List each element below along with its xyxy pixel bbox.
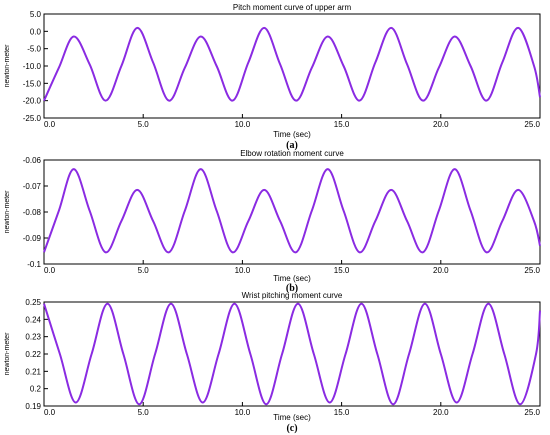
panel-c-x-tick-label: 5.0 xyxy=(138,408,150,417)
panel-b-x-tick-label: 0.0 xyxy=(44,266,56,275)
panel-a-y-tick-label: -15.0 xyxy=(23,79,42,88)
panel-c-x-tick-label: 15.0 xyxy=(334,408,350,417)
panel-a-y-tick-label: -5.0 xyxy=(27,45,41,54)
panel-b-x-tick-label: 25.0 xyxy=(524,266,540,275)
panel-a-x-tick-label: 15.0 xyxy=(334,120,350,129)
panel-b-x-tick-label: 20.0 xyxy=(433,266,449,275)
panel-b-x-tick-label: 10.0 xyxy=(235,266,251,275)
panel-b-caption: (b) xyxy=(286,283,298,294)
panel-c-caption: (c) xyxy=(286,423,297,434)
panel-b: Elbow rotation moment curve -0.06-0.07-0… xyxy=(4,149,541,294)
panel-b-series-line xyxy=(43,168,541,254)
panel-a-y-tick-label: 0.0 xyxy=(30,27,42,36)
panel-a-y-ticks: 5.0 0.0 -5.0 -10.0 -15.0 -20.0 -25.0 xyxy=(23,10,48,123)
panel-c-y-tick-label: 0.24 xyxy=(25,315,41,324)
panel-a-x-tick-label: 25.0 xyxy=(524,120,540,129)
panel-b-y-tick-label: -0.08 xyxy=(23,208,42,217)
panel-a-frame xyxy=(43,13,541,119)
panel-c-y-tick-label: 0.21 xyxy=(25,367,41,376)
panel-b-x-tick-label: 5.0 xyxy=(138,266,150,275)
panel-a-x-tick-label: 20.0 xyxy=(433,120,449,129)
panel-b-x-axis-label: Time (sec) xyxy=(273,274,311,283)
panel-b-y-tick-label: -0.07 xyxy=(23,182,42,191)
panel-a-y-tick-label: -10.0 xyxy=(23,62,42,71)
panel-a: Pitch moment curve of upper arm 5.0 0.0 -5… xyxy=(4,3,541,151)
panel-c-x-tick-label: 20.0 xyxy=(433,408,449,417)
panel-c-title: Wrist pitching moment curve xyxy=(242,291,343,300)
panel-c-y-axis-label: newton-meter xyxy=(4,332,11,375)
panel-c-y-tick-label: 0.22 xyxy=(25,350,41,359)
panel-b-y-ticks: -0.06 -0.07 -0.08 -0.09 -0.1 xyxy=(23,156,48,269)
panel-b-y-axis-label: newton-meter xyxy=(4,190,11,233)
panel-c: Wrist pitching moment curve 0.25 0.24 0.23… xyxy=(4,291,541,434)
panel-c-y-tick-label: 0.23 xyxy=(25,333,41,342)
panel-a-y-tick-label: 5.0 xyxy=(30,10,42,19)
panel-c-x-axis-label: Time (sec) xyxy=(273,413,311,422)
panel-a-caption: (a) xyxy=(286,140,298,151)
panel-a-y-axis-label: newton-meter xyxy=(4,44,11,87)
panel-b-title: Elbow rotation moment curve xyxy=(240,149,344,158)
panel-c-x-tick-label: 0.0 xyxy=(44,408,56,417)
panel-a-x-tick-label: 10.0 xyxy=(235,120,251,129)
panel-c-series-line xyxy=(43,302,541,406)
panel-a-title: Pitch moment curve of upper arm xyxy=(233,3,352,12)
panel-a-series-line xyxy=(43,26,541,102)
panel-a-x-tick-label: 0.0 xyxy=(44,120,56,129)
panel-c-y-tick-label: 0.25 xyxy=(25,298,41,307)
panel-a-y-tick-label: -25.0 xyxy=(23,114,42,123)
panel-c-x-tick-label: 10.0 xyxy=(235,408,251,417)
panel-c-x-tick-label: 25.0 xyxy=(524,408,540,417)
panel-c-y-tick-label: 0.19 xyxy=(25,402,41,411)
panel-b-x-ticks: 0.0 5.0 10.0 15.0 20.0 25.0 xyxy=(43,260,541,275)
panel-c-y-ticks: 0.25 0.24 0.23 0.22 0.21 0.2 0.19 xyxy=(25,298,48,411)
panel-a-x-ticks: 0.0 5.0 10.0 15.0 20.0 25.0 xyxy=(43,114,541,129)
panel-b-y-tick-label: -0.09 xyxy=(23,234,42,243)
panel-a-y-tick-label: -20.0 xyxy=(23,97,42,106)
panel-a-x-tick-label: 5.0 xyxy=(138,120,150,129)
panel-b-x-tick-label: 15.0 xyxy=(334,266,350,275)
panel-c-y-tick-label: 0.2 xyxy=(30,385,42,394)
panel-b-y-tick-label: -0.1 xyxy=(27,260,41,269)
panel-c-x-ticks: 0.0 5.0 10.0 15.0 20.0 25.0 xyxy=(43,402,541,417)
panel-b-y-tick-label: -0.06 xyxy=(23,156,42,165)
panel-a-x-axis-label: Time (sec) xyxy=(273,130,311,139)
